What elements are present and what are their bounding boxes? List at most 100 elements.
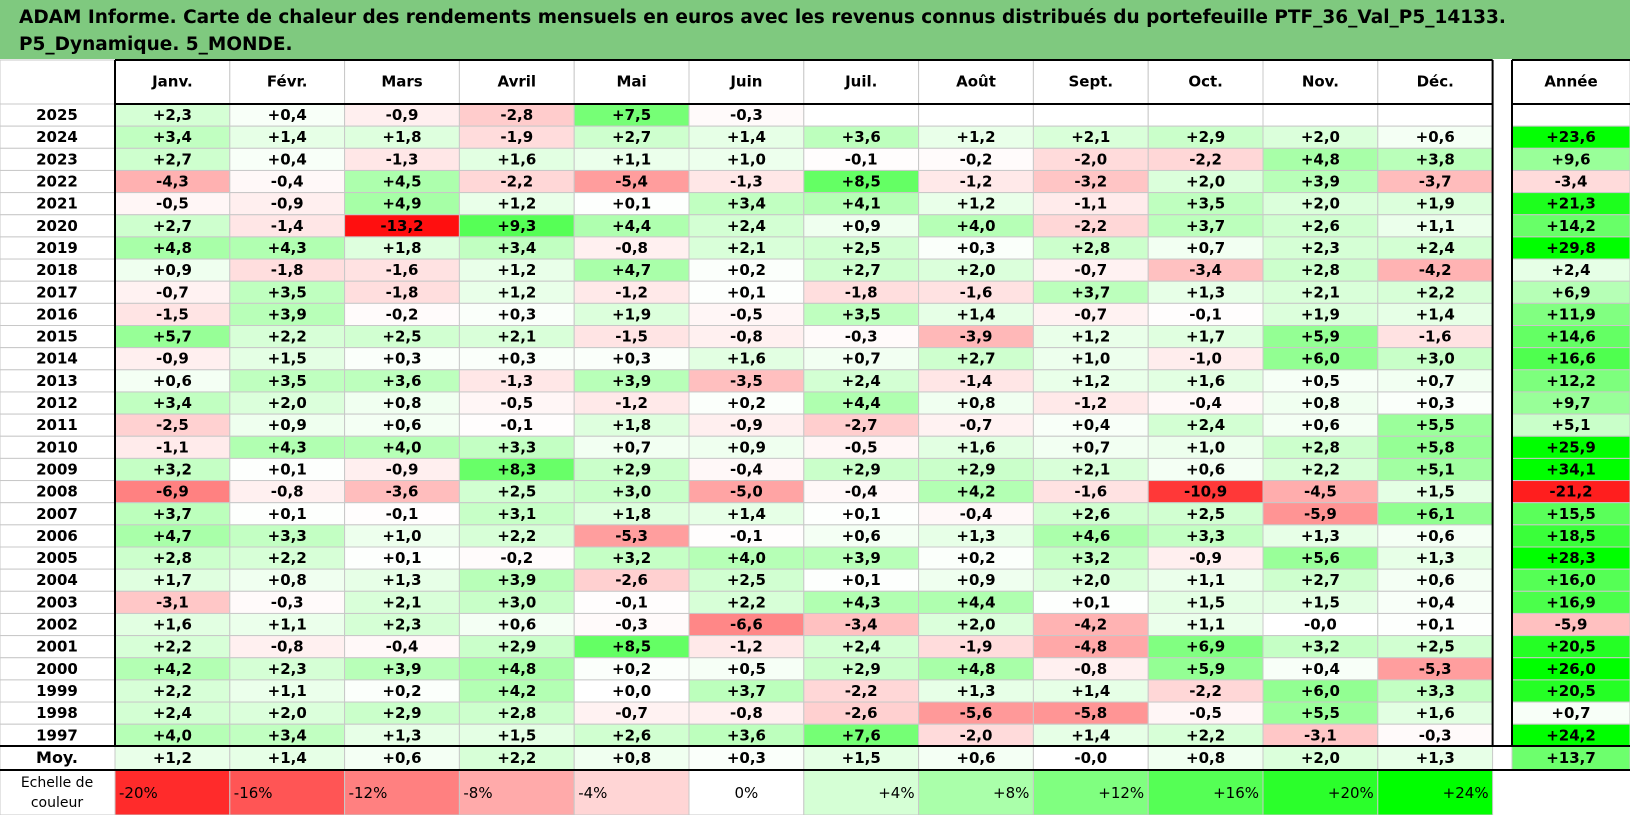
- heatmap-cell-value: -4,5: [1304, 483, 1337, 501]
- annual-cell-value: +2,4: [1551, 261, 1590, 279]
- month-header-cell: [688, 59, 805, 105]
- heatmap-cell-value: -0,9: [730, 416, 763, 434]
- heatmap-cell-value: +1,9: [1416, 195, 1455, 213]
- heatmap-cell-value: -3,4: [845, 616, 878, 634]
- heatmap-cell-value: +2,9: [382, 704, 421, 722]
- year-label: 2001: [36, 638, 78, 656]
- heatmap-cell-value: -3,2: [1074, 173, 1107, 191]
- heatmap-cell-value: -0,1: [1189, 305, 1222, 323]
- heatmap-cell-value: +2,0: [268, 704, 307, 722]
- average-cell: [918, 745, 1034, 771]
- heatmap-cell-value: +2,0: [1186, 173, 1225, 191]
- heatmap-cell-value: +1,6: [727, 350, 766, 368]
- heatmap-cell-value: +2,9: [842, 660, 881, 678]
- average-cell-value: +2,2: [497, 749, 536, 767]
- color-scale-label: +8%: [993, 784, 1029, 802]
- heatmap-cell-value: +2,2: [268, 328, 307, 346]
- heatmap-cell-value: -5,8: [1074, 704, 1107, 722]
- heatmap-cell-value: +2,8: [1301, 261, 1340, 279]
- heatmap-cell-value: +3,4: [153, 394, 192, 412]
- heatmap-cell-value: +2,0: [1071, 571, 1110, 589]
- heatmap-cell-value: +3,5: [1186, 195, 1225, 213]
- heatmap-cell-value: +1,0: [1186, 438, 1225, 456]
- color-scale-label: +16%: [1213, 784, 1259, 802]
- year-label: 2016: [36, 305, 78, 323]
- average-label: Moy.: [36, 748, 78, 767]
- heatmap-cell-value: -0,1: [730, 527, 763, 545]
- heatmap-cell-value: -1,6: [960, 283, 993, 301]
- heatmap-cell-value: +4,2: [497, 682, 536, 700]
- heatmap-cell-value: -0,4: [271, 173, 304, 191]
- heatmap-cell-value: +0,7: [1071, 438, 1110, 456]
- heatmap-cell-value: -0,5: [845, 438, 878, 456]
- heatmap-cell-value: +0,6: [1186, 460, 1225, 478]
- heatmap-cell-value: +1,1: [1186, 616, 1225, 634]
- heatmap-cell-value: -5,3: [615, 527, 648, 545]
- heatmap-cell-value: +2,7: [153, 217, 192, 235]
- heatmap-cell-value: -2,2: [1189, 682, 1222, 700]
- heatmap-cell-value: +4,0: [956, 217, 995, 235]
- heatmap-cell-value: -2,6: [615, 571, 648, 589]
- month-header-cell: [229, 59, 346, 105]
- heatmap-cell-value: +0,7: [1186, 239, 1225, 257]
- heatmap-cell-value: -4,8: [1074, 638, 1107, 656]
- heatmap-cell-value: -0,2: [500, 549, 533, 567]
- heatmap-cell-value: +1,8: [612, 505, 651, 523]
- annual-cell-value: +23,6: [1546, 128, 1596, 146]
- heatmap-cell-value: +4,2: [956, 483, 995, 501]
- heatmap-cell-value: +0,6: [1416, 527, 1455, 545]
- heatmap-cell-value: -0,3: [615, 616, 648, 634]
- heatmap-cell-value: -0,7: [615, 704, 648, 722]
- color-scale-label: +12%: [1098, 784, 1144, 802]
- heatmap-cell-value: +3,7: [1186, 217, 1225, 235]
- heatmap-cell-value: -0,0: [1304, 616, 1337, 634]
- average-cell: [1262, 745, 1379, 771]
- heatmap-cell-value: -1,6: [386, 261, 419, 279]
- heatmap-cell-value: +1,3: [1186, 283, 1225, 301]
- average-cell: [803, 745, 920, 771]
- heatmap-cell-value: +2,5: [1416, 638, 1455, 656]
- color-scale-label: -12%: [349, 784, 388, 802]
- color-scale-cell: [1377, 769, 1494, 815]
- average-cell-value: +1,5: [842, 749, 881, 767]
- year-label: 2010: [36, 438, 78, 456]
- heatmap-cell-value: +1,4: [727, 505, 766, 523]
- year-label: 2000: [36, 660, 78, 678]
- heatmap-cell-value: +0,7: [1416, 372, 1455, 390]
- heatmap-cell-value: +2,9: [842, 460, 881, 478]
- heatmap-cell-value: +3,4: [268, 726, 307, 744]
- heatmap-cell-value: +0,8: [956, 394, 995, 412]
- heatmap-cell-value: -0,3: [845, 328, 878, 346]
- heatmap-cell-value: +1,2: [1071, 328, 1110, 346]
- scale-label-line2: couleur: [31, 795, 84, 811]
- heatmap-cell-value: +3,0: [1416, 350, 1455, 368]
- heatmap-cell-value: +0,8: [268, 571, 307, 589]
- year-label: 2006: [36, 527, 78, 545]
- heatmap-cell-value: +2,1: [497, 328, 536, 346]
- heatmap-cell-value: +3,6: [727, 726, 766, 744]
- heatmap-cell-value: +5,7: [153, 328, 192, 346]
- average-cell-value: +0,6: [382, 749, 421, 767]
- month-header-label: Juil.: [844, 73, 877, 91]
- heatmap-cell-value: +0,2: [956, 549, 995, 567]
- heatmap-cell-value: +6,1: [1416, 505, 1455, 523]
- heatmap-cell-value: +2,2: [497, 527, 536, 545]
- heatmap-cell-value: +4,2: [153, 660, 192, 678]
- heatmap-cell-value: +1,8: [612, 416, 651, 434]
- year-label: 2003: [36, 593, 78, 611]
- heatmap-cell-value: +0,6: [1301, 416, 1340, 434]
- heatmap-cell-value: -1,2: [615, 394, 648, 412]
- annual-cell-value: +20,5: [1546, 638, 1596, 656]
- heatmap-cell-value: +1,3: [1416, 549, 1455, 567]
- heatmap-cell-value: -1,9: [960, 638, 993, 656]
- annual-header-label: Année: [1544, 73, 1597, 91]
- heatmap-cell-value: +2,7: [842, 261, 881, 279]
- month-header-label: Nov.: [1302, 73, 1339, 91]
- heatmap-cell-value: +1,6: [1416, 704, 1455, 722]
- year-label: 2004: [36, 571, 78, 589]
- heatmap-cell-value: +3,2: [1071, 549, 1110, 567]
- heatmap-cell-value: -0,9: [1189, 549, 1222, 567]
- heatmap-cell: [1262, 103, 1379, 127]
- heatmap-cell-value: +4,0: [153, 726, 192, 744]
- color-scale-label: 0%: [735, 784, 759, 802]
